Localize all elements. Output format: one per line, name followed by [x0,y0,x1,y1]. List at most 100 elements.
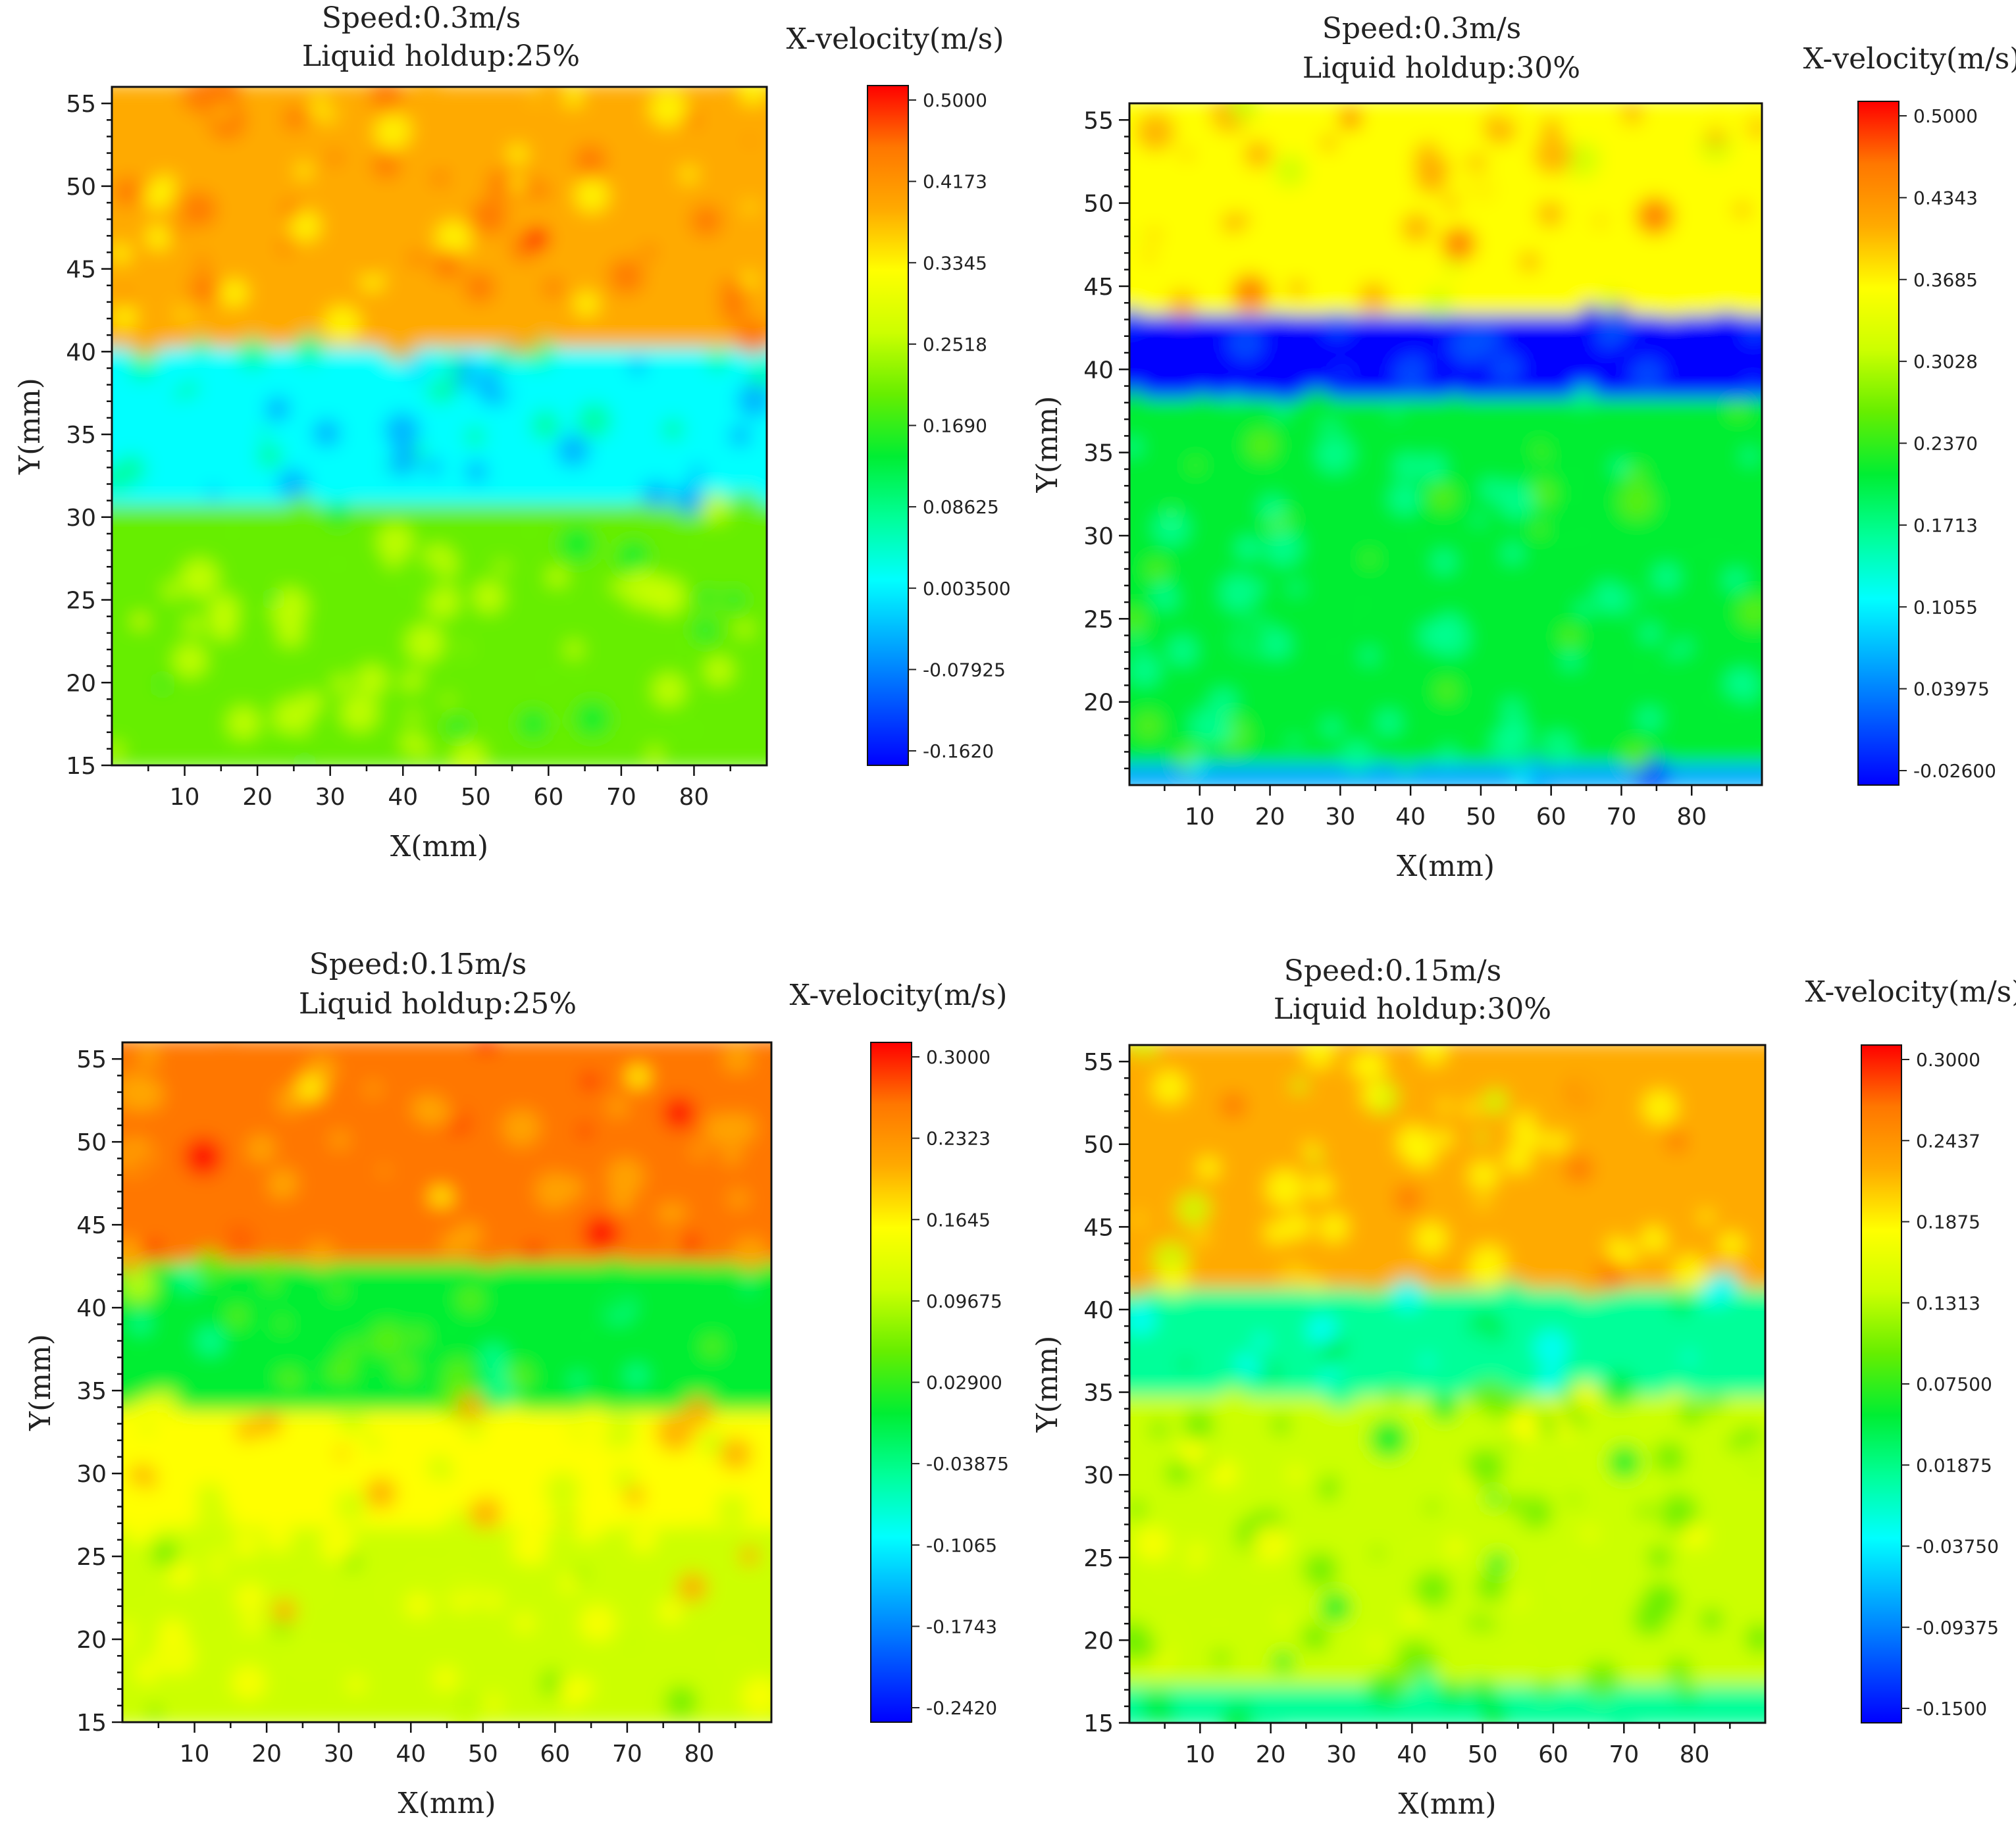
heatmap-blob [1534,1404,1545,1416]
heatmap-blob [1550,1562,1588,1600]
heatmap-blob [502,1108,541,1147]
colorbar-tick-label: -0.1500 [1916,1698,1987,1720]
heatmap-blob [1598,1105,1625,1131]
heatmap-blob [535,184,552,199]
heatmap-blob [408,1327,427,1346]
heatmap-blob [1129,1339,1146,1364]
y-tick-label: 35 [1083,440,1114,467]
heatmap-blob [1202,1212,1237,1246]
heatmap-blob [1609,270,1632,294]
heatmap-blob [231,1665,266,1700]
heatmap-blob [277,619,305,647]
heatmap-blob [694,1242,710,1258]
heatmap-blob [565,640,583,659]
colorbar-tick-label: 0.5000 [923,89,987,111]
heatmap-blob [220,279,248,307]
heatmap-blob [165,1297,186,1317]
heatmap-blob [688,396,702,409]
heatmap-blob [1564,141,1600,178]
heatmap-blob [1661,1210,1695,1244]
heatmap-blob [319,1527,355,1562]
heatmap-blob [1231,273,1270,313]
heatmap-blob [1323,1474,1339,1489]
heatmap-blob [1129,438,1142,457]
heatmap-blob [1436,680,1457,702]
heatmap-blob [112,742,124,760]
heatmap-blob [1439,1100,1452,1113]
heatmap-blob [131,1396,160,1425]
colorbar-gradient [1857,101,1900,786]
heatmap-blob [744,201,756,213]
heatmap-blob [735,317,767,355]
heatmap-blob [1193,244,1212,263]
heatmap-blob [680,166,697,183]
heatmap-blob [338,1407,365,1435]
heatmap-blob [581,1072,599,1090]
heatmap-blob [405,624,444,662]
panel-2: 10 20 30 40 50 60 70 80 20 25 30 35 40 45 50 55 X(mm) Y(m… [1031,12,2016,883]
heatmap-blob [400,731,424,755]
colorbar-tick-label: 0.4173 [923,171,987,193]
heatmap-blob [131,1077,165,1111]
heatmap-blob [607,1256,621,1269]
colorbar-tick-label: 0.2323 [926,1128,991,1150]
heatmap-blob [730,490,762,522]
heatmap-blob [433,1666,458,1691]
heatmap-blob [118,291,131,303]
heatmap-blob [478,1248,498,1268]
heatmap-blob [1724,568,1748,593]
heatmap-blob [1154,103,1170,113]
heatmap-blob [321,1379,353,1412]
heatmap-blob [559,526,596,563]
y-tick-label: 20 [66,670,96,697]
y-axis-label: Y(mm) [24,1334,57,1431]
heatmap-blob [277,240,292,255]
colorbar-tick-label: 0.1055 [1913,596,1978,618]
heatmap-blob [247,314,269,335]
heatmap-blob [575,702,610,736]
x-tick-label: 40 [1397,1741,1427,1768]
colorbar-tick-label: 0.2518 [923,334,987,355]
heatmap-blob [1169,621,1183,635]
heatmap-blob [578,1124,592,1138]
heatmap-blob [1282,1608,1295,1621]
heatmap-blob [1432,549,1456,574]
heatmap-blob [1394,355,1434,395]
colorbar-tick-label: 0.3000 [1916,1049,1980,1071]
colorbar-tick-label: 0.3685 [1913,269,1978,291]
heatmap-blob [704,655,734,686]
x-tick-label: 20 [1255,804,1285,830]
heatmap-blob [1505,1493,1526,1515]
heatmap-blob [652,1187,665,1200]
heatmap-blob [184,615,203,634]
heatmap-blob [1243,140,1272,169]
heatmap-blob [1430,1393,1459,1422]
heatmap-blob [1503,1145,1532,1174]
x-tick-label: 80 [685,1741,715,1768]
heatmap-blob [669,465,685,481]
heatmap-blob [668,1234,685,1250]
heatmap-blob [729,1189,748,1209]
heatmap-blob [1391,1232,1412,1253]
heatmap-blob [411,1096,434,1119]
heatmap-blob [1711,694,1748,732]
heatmap-blob [1158,232,1174,248]
heatmap-blob [130,1152,149,1171]
heatmap-blob [417,744,432,759]
colorbar-tick-label: 0.3000 [926,1046,991,1068]
heatmap-blob [1713,1339,1725,1350]
heatmap-field [1129,1045,1765,1723]
colorbar-title: X-velocity(m/s) [790,979,1008,1012]
heatmap-blob [1570,1380,1604,1413]
heatmap-blob [690,465,706,480]
heatmap-blob [1480,1701,1508,1723]
heatmap-blob [1270,374,1300,403]
heatmap-blob [1670,1295,1691,1315]
heatmap-blob [1492,103,1526,121]
heatmap-blob [290,211,321,242]
heatmap-blob [1498,482,1536,519]
heatmap-blob [124,1512,157,1544]
heatmap-blob [483,1591,502,1610]
heatmap-blob [1537,201,1564,228]
heatmap-blob [147,1704,163,1720]
